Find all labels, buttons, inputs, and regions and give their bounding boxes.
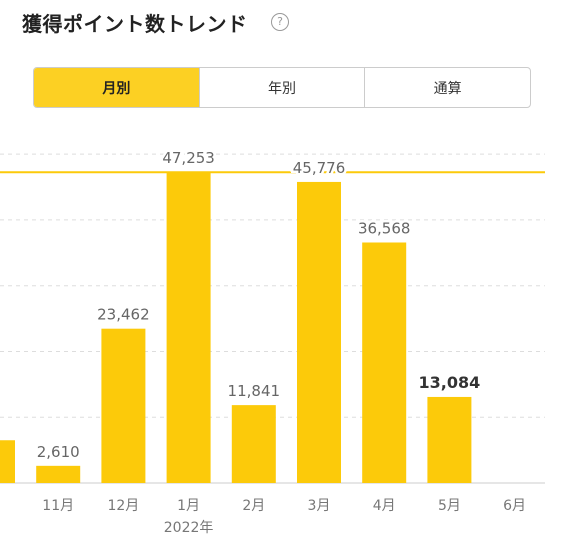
year-label: 2022年 [164, 520, 214, 536]
value-label: 23,462 [97, 306, 150, 324]
value-label: 11,841 [228, 382, 281, 400]
bar [101, 328, 146, 483]
x-tick-label: 5月 [438, 498, 461, 514]
bar [166, 172, 211, 484]
value-label: 36,568 [358, 219, 411, 237]
value-label: 13,084 [419, 373, 481, 392]
value-label: 47,253 [162, 149, 215, 167]
bar [0, 440, 15, 483]
help-icon[interactable]: ? [271, 13, 289, 31]
x-tick-label: 1月 [177, 498, 200, 514]
bar [362, 242, 407, 483]
x-tick-label: 3月 [308, 498, 331, 514]
tab[interactable]: 通算 [364, 68, 530, 107]
x-tick-label: 2月 [242, 498, 265, 514]
bar [427, 396, 472, 483]
x-tick-label: 12月 [107, 498, 139, 514]
x-tick-label: 4月 [373, 498, 396, 514]
tab[interactable]: 年別 [198, 68, 365, 107]
tab-bar: 月別 年別 通算 [33, 67, 531, 108]
x-tick-label: 6月 [503, 498, 526, 514]
value-label: 2,610 [37, 443, 80, 461]
value-label: 45,776 [293, 159, 346, 177]
bar [36, 465, 81, 483]
bar [231, 405, 276, 483]
tab[interactable]: 月別 [34, 68, 199, 107]
title: 獲得ポイント数トレンド [22, 12, 248, 36]
bar [297, 181, 341, 484]
x-tick-label: 11月 [42, 498, 74, 514]
